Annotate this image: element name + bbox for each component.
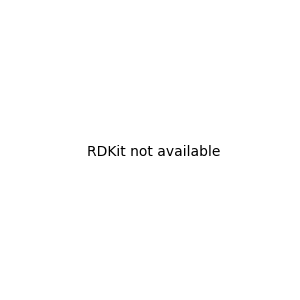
Text: RDKit not available: RDKit not available	[87, 145, 220, 158]
